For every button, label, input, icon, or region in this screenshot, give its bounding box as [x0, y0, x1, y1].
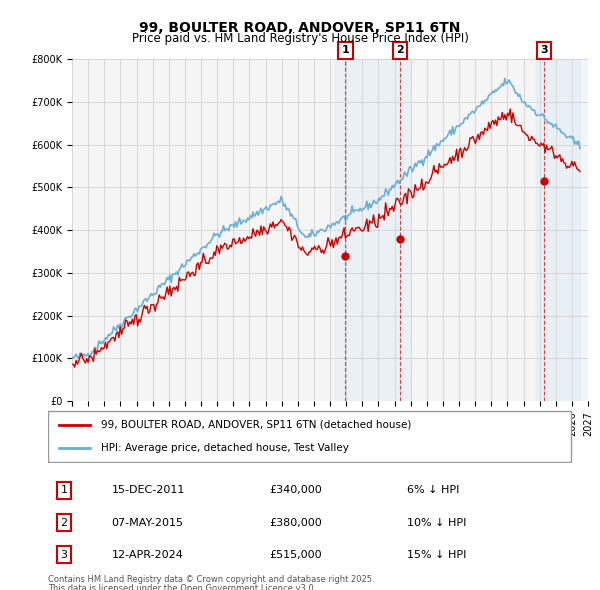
Text: 15% ↓ HPI: 15% ↓ HPI [407, 550, 466, 560]
Text: £380,000: £380,000 [270, 517, 323, 527]
Text: 07-MAY-2015: 07-MAY-2015 [112, 517, 184, 527]
Text: 1: 1 [341, 45, 349, 55]
Text: Contains HM Land Registry data © Crown copyright and database right 2025.: Contains HM Land Registry data © Crown c… [48, 575, 374, 584]
Text: Price paid vs. HM Land Registry's House Price Index (HPI): Price paid vs. HM Land Registry's House … [131, 32, 469, 45]
Text: 6% ↓ HPI: 6% ↓ HPI [407, 486, 460, 496]
Text: 2: 2 [60, 517, 67, 527]
Text: 12-APR-2024: 12-APR-2024 [112, 550, 183, 560]
Text: 2: 2 [396, 45, 404, 55]
FancyBboxPatch shape [48, 411, 571, 462]
Text: 1: 1 [61, 486, 67, 496]
Text: 3: 3 [61, 550, 67, 560]
Text: This data is licensed under the Open Government Licence v3.0.: This data is licensed under the Open Gov… [48, 584, 316, 590]
Text: 99, BOULTER ROAD, ANDOVER, SP11 6TN: 99, BOULTER ROAD, ANDOVER, SP11 6TN [139, 21, 461, 35]
Text: HPI: Average price, detached house, Test Valley: HPI: Average price, detached house, Test… [101, 443, 349, 453]
Text: 10% ↓ HPI: 10% ↓ HPI [407, 517, 466, 527]
Bar [335, 59, 410, 401]
Text: 3: 3 [541, 45, 548, 55]
Bar [536, 59, 580, 401]
Text: 99, BOULTER ROAD, ANDOVER, SP11 6TN (detached house): 99, BOULTER ROAD, ANDOVER, SP11 6TN (det… [101, 420, 411, 430]
Text: £515,000: £515,000 [270, 550, 322, 560]
Text: £340,000: £340,000 [270, 486, 323, 496]
Text: 15-DEC-2011: 15-DEC-2011 [112, 486, 185, 496]
